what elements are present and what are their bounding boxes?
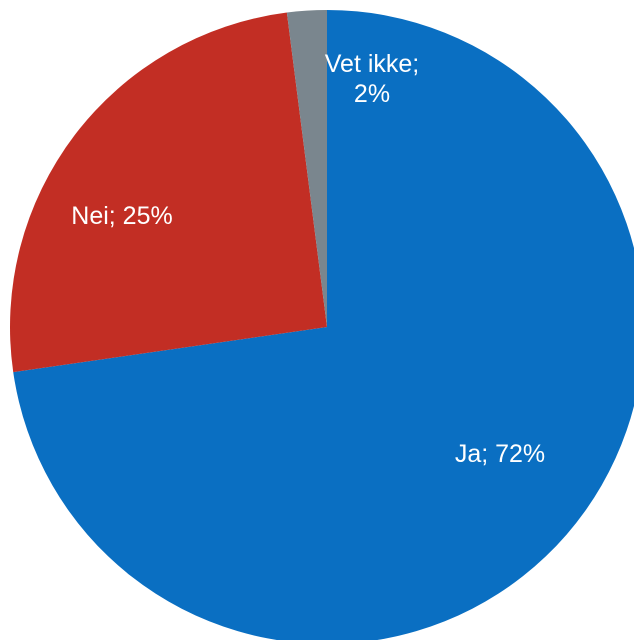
pie-label-ja: Ja; 72% xyxy=(455,440,545,468)
pie-slice-nei xyxy=(10,12,328,373)
pie-label-vet-ikke: Vet ikke; 2% xyxy=(325,50,420,108)
pie-slice-vet-ikke xyxy=(286,10,327,327)
pie-label-nei: Nei; 25% xyxy=(71,202,172,230)
pie-slice-ja xyxy=(13,10,634,640)
